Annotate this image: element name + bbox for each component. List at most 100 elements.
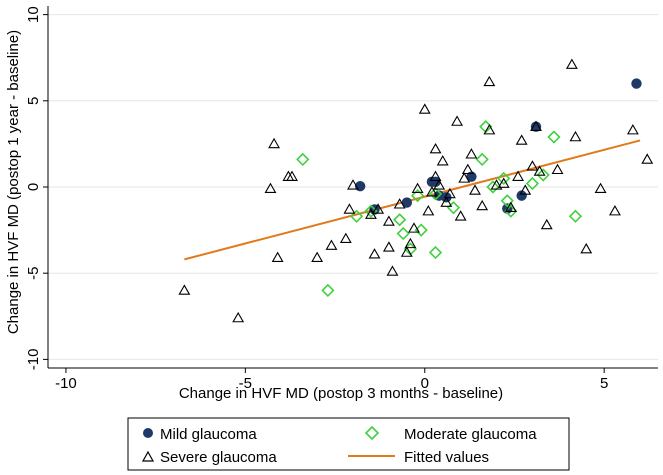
severe-point: [530, 120, 542, 131]
severe-point: [422, 205, 435, 216]
moderate-point: [525, 176, 540, 191]
severe-point: [364, 208, 377, 219]
moderate-point: [414, 223, 428, 237]
severe-point: [286, 170, 298, 181]
data-points: [178, 58, 654, 323]
y-tick-label: 5: [25, 97, 42, 105]
severe-point: [594, 182, 607, 194]
severe-point: [608, 205, 621, 216]
severe-point: [232, 311, 245, 323]
severe-point: [580, 242, 593, 254]
severe-point: [540, 218, 553, 230]
severe-point: [454, 210, 467, 221]
axes: [43, 6, 658, 373]
fitted-line-layer: [184, 139, 641, 261]
moderate-point: [486, 180, 500, 194]
x-tick-label: -5: [239, 375, 252, 392]
legend-severe-marker: [141, 450, 155, 462]
moderate-point: [349, 209, 364, 223]
severe-point: [411, 182, 424, 194]
moderate-point: [428, 245, 443, 260]
moderate-point: [393, 213, 407, 227]
legend-mild-marker: [143, 428, 153, 438]
severe-point: [271, 251, 284, 262]
legend-mild-label: Mild glaucoma: [160, 426, 257, 443]
severe-point: [436, 155, 449, 166]
severe-point: [483, 124, 496, 135]
severe-point: [483, 75, 496, 87]
mild-point: [631, 78, 642, 89]
legend-fitted-label: Fitted values: [404, 449, 489, 466]
severe-point: [490, 179, 503, 190]
mild-point: [430, 176, 441, 188]
severe-point: [408, 222, 420, 233]
severe-point: [386, 265, 399, 276]
severe-point: [451, 115, 464, 126]
y-tick-label: -10: [25, 349, 42, 371]
y-tick-label: -5: [25, 267, 42, 280]
severe-point: [512, 170, 525, 181]
severe-point: [418, 103, 431, 114]
severe-point: [368, 248, 381, 259]
severe-point: [526, 160, 539, 171]
severe-point: [404, 237, 417, 249]
moderate-point: [364, 204, 378, 218]
severe-point: [504, 201, 517, 212]
severe-point: [497, 177, 510, 188]
severe-point: [641, 153, 654, 164]
severe-point: [458, 172, 471, 183]
severe-point: [533, 165, 546, 176]
severe-point: [443, 187, 456, 199]
mild-point: [516, 190, 527, 201]
severe-point: [433, 179, 446, 190]
legend-severe-label: Severe glaucoma: [160, 449, 277, 466]
severe-point: [461, 163, 474, 175]
severe-point: [178, 284, 191, 295]
severe-point: [347, 179, 359, 190]
severe-point: [393, 198, 406, 209]
severe-point: [429, 170, 442, 181]
moderate-point: [568, 209, 583, 223]
severe-point: [311, 251, 324, 262]
severe-point: [515, 134, 528, 145]
moderate-point: [536, 168, 550, 182]
legend-moderate-label: Moderate glaucoma: [404, 426, 537, 443]
severe-point: [382, 215, 395, 226]
x-tick-label: 5: [600, 375, 608, 392]
severe-point: [372, 203, 385, 214]
mild-point: [401, 197, 413, 208]
severe-point: [465, 148, 478, 159]
x-axis-label: Change in HVF MD (postop 3 months - base…: [179, 385, 503, 402]
fitted-line: [184, 139, 641, 261]
severe-point: [400, 246, 413, 257]
severe-point: [476, 199, 489, 211]
x-tick-label: 0: [421, 375, 429, 392]
severe-point: [469, 184, 481, 195]
legend-box: [127, 417, 570, 471]
severe-point: [569, 130, 582, 142]
legend-moderate-marker: [364, 425, 380, 441]
y-axis-label: Change in HVF MD (postop 1 year - baseli…: [5, 30, 22, 334]
severe-point: [519, 184, 532, 195]
severe-point: [551, 163, 564, 175]
moderate-point: [475, 152, 489, 167]
legend: Mild glaucoma Moderate glaucoma Severe g…: [127, 417, 570, 471]
severe-point: [264, 182, 277, 194]
severe-point: [382, 241, 395, 252]
tick-labels: -10 -5 0 5 10 -10 -5 0 5: [25, 6, 608, 392]
moderate-point: [500, 194, 514, 208]
severe-point: [626, 124, 639, 135]
severe-point: [343, 203, 356, 214]
severe-point: [429, 142, 442, 154]
severe-point: [425, 186, 438, 197]
mild-point: [530, 121, 542, 132]
severe-point: [282, 170, 295, 181]
moderate-point: [547, 130, 561, 144]
severe-point: [268, 137, 281, 149]
y-tick-label: 0: [25, 183, 42, 191]
y-tick-label: 10: [25, 6, 42, 23]
moderate-point: [321, 283, 335, 298]
gridlines: [48, 14, 658, 360]
severe-point: [565, 58, 578, 69]
